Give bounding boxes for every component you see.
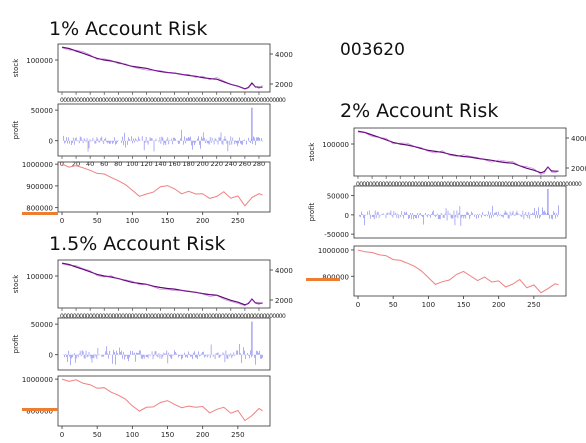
plot-frame [57,375,271,427]
plot-frame [57,43,271,93]
x-tick-label: 250 [231,431,244,439]
y-tick-label: 1000000 [22,376,53,384]
y-tick-label: 1000000 [318,247,349,255]
balance-line [357,249,559,294]
x-tick-label: 200 [492,301,505,309]
x-tick-label: 140 [154,160,166,168]
balance-panel: 1000000 800000 0 50 100 150 200 250 [318,245,567,309]
y-tick-label: -50000 [324,231,349,239]
y-tick-label: 50000 [31,107,53,115]
x-tick-label: 200 [196,160,208,168]
y-axis-label: stock [12,58,20,78]
chart-title: 1% Account Risk [49,18,208,40]
x-tick-label: 160 [168,160,180,168]
x-tick-label: 100 [126,160,138,168]
x-tick-label: 150 [161,217,174,225]
y-tick-label: 100000 [26,57,53,65]
y-tick-label: 100000 [26,273,53,281]
y-tick-label: 800000 [322,273,349,281]
dense-x-tick-labels: 0000000000000000000000000000000000000000… [60,97,286,104]
x-tick-label: 50 [93,431,102,439]
stock-panel: 100000 4000 2000 stock 000000000000000000000… [12,259,293,320]
x-tick-label: 150 [457,301,470,309]
x-tick-label: 60 [100,160,108,168]
orange-marker [306,278,340,281]
plot-frame [57,161,271,213]
y-tick-label: 0 [49,352,53,360]
balance-line [61,163,263,207]
y-axis-label: profit [308,202,316,221]
y-axis-label: profit [12,334,20,353]
plot-frame [353,185,567,239]
x-tick-label: 50 [93,217,102,225]
x-tick-label: 220 [211,160,223,168]
x-tick-label: 0 [60,431,64,439]
y-tick-label: 800000 [26,205,53,213]
x-tick-label: 20 [72,160,80,168]
plot-frame [57,317,271,371]
x-tick-label: 100 [422,301,435,309]
x-tick-label: 50 [389,301,398,309]
x-tick-label: 80 [114,160,122,168]
x-tick-label: 40 [86,160,94,168]
stock-line [357,130,559,174]
right-y-tick-label: 2000 [275,297,293,305]
stock-line-overlay [61,47,263,90]
stock-line [61,46,263,90]
stock-line-overlay [357,131,559,175]
plot-frame [57,103,271,157]
x-tick-label: 250 [231,217,244,225]
stock-panel: 100000 4000 2000 stock 000000000000000000000… [12,43,293,104]
x-tick-label: 200 [196,431,209,439]
x-tick-label: 240 [225,160,237,168]
orange-marker [22,212,58,215]
stock-line-overlay [61,263,263,307]
dense-x-tick-labels: 0000000000000000000000000000000000000000… [356,181,582,188]
x-tick-label: 100 [126,431,139,439]
chart-title: 1.5% Account Risk [49,233,226,255]
x-tick-label: 280 [253,160,265,168]
y-axis-label: stock [12,274,20,294]
y-axis-label: profit [12,120,20,139]
x-tick-label: 0 [356,301,360,309]
dense-x-tick-labels: 0000000000000000000000000000000000000000… [60,313,286,320]
right-y-tick-label: 2000 [571,165,586,173]
x-tick-label: 180 [182,160,194,168]
profit-panel: 50000 0 -50000 profit [308,185,567,239]
y-tick-label: 0 [345,212,349,220]
stock-line [61,262,263,306]
orange-marker [22,408,58,411]
y-axis-label: stock [308,142,316,162]
balance-line [61,378,263,422]
x-tick-label: 120 [140,160,152,168]
y-tick-label: 100000 [322,141,349,149]
profit-panel: 50000 0 profit [12,317,271,371]
right-y-tick-label: 4000 [275,51,293,59]
right-y-tick-label: 4000 [275,267,293,275]
y-tick-label: 800000 [26,407,53,415]
y-tick-label: 1000000 [22,161,53,169]
right-y-tick-label: 4000 [571,135,586,143]
y-tick-label: 900000 [26,183,53,191]
stock-panel: 100000 4000 2000 stock 000000000000000000000… [308,127,586,188]
x-tick-label: 200 [196,217,209,225]
x-tick-label: 0 [60,217,64,225]
plot-frame [57,259,271,309]
x-tick-label: 250 [527,301,540,309]
plot-frame [353,127,567,177]
x-tick-label: 100 [126,217,139,225]
y-tick-label: 50000 [327,193,349,201]
right-y-tick-label: 2000 [275,81,293,89]
y-tick-label: 50000 [31,321,53,329]
stock-code: 003620 [340,40,405,60]
chart-title: 2% Account Risk [340,100,499,122]
y-tick-label: 0 [49,138,53,146]
x-tick-label: 260 [239,160,251,168]
balance-panel: 1000000 900000 800000 0 50 100 150 200 250 [22,161,271,225]
x-tick-label: 150 [161,431,174,439]
balance-panel: 1000000 800000 0 50 100 150 200 250 [22,375,271,439]
plot-frame [353,245,567,297]
